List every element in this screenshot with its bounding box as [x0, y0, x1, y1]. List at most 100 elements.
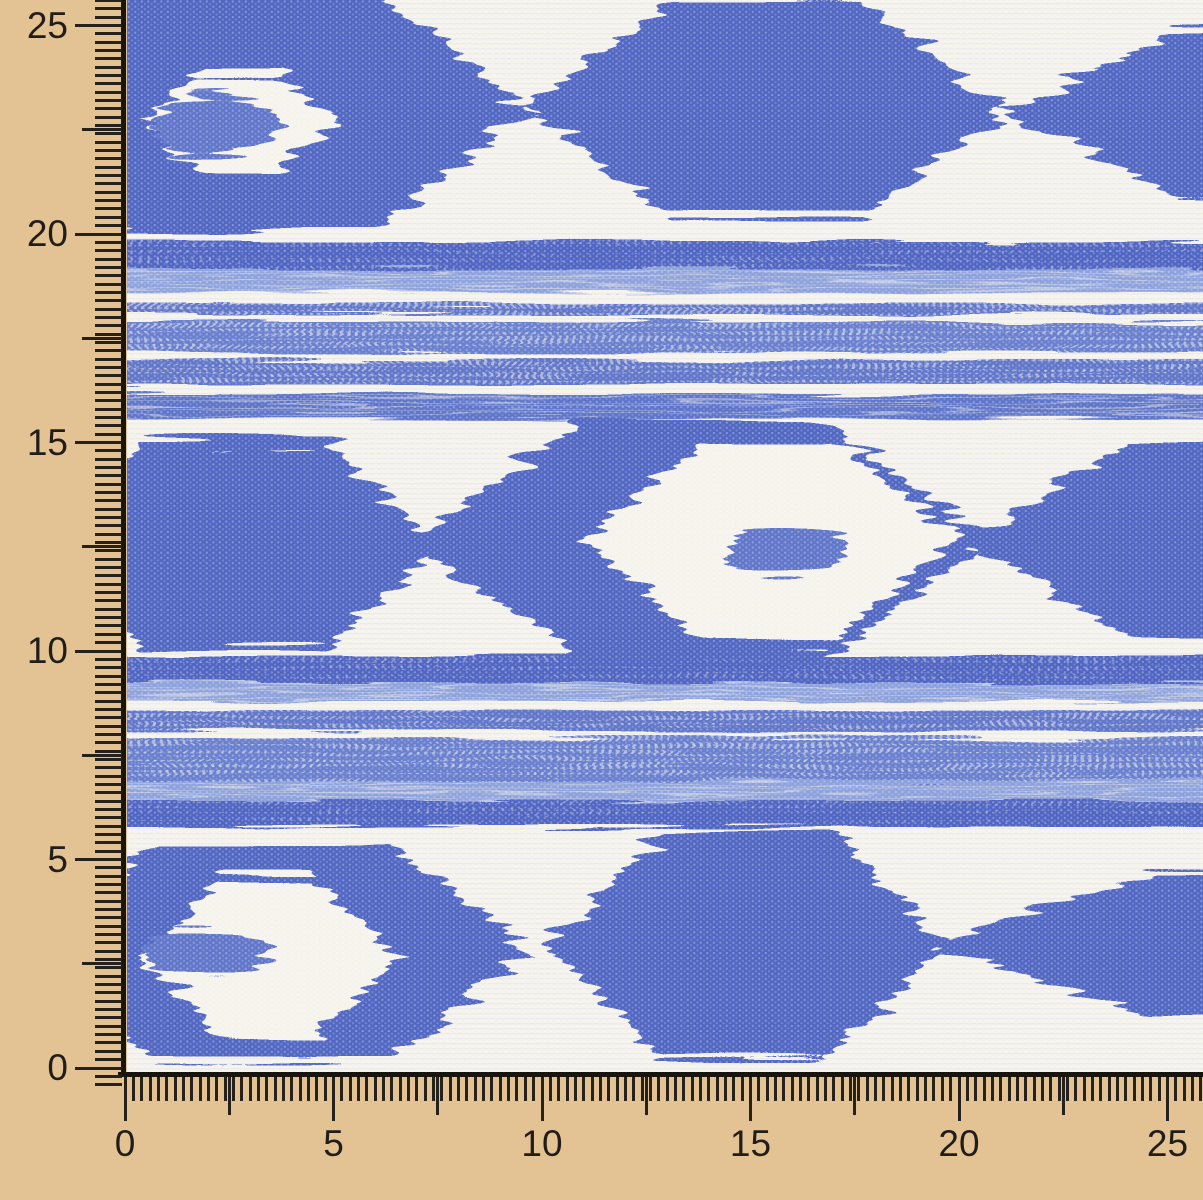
ruler-left-small-tick: [95, 140, 122, 144]
ruler-bottom-small-tick: [640, 1077, 644, 1101]
ruler-left-small-tick: [95, 32, 122, 36]
ruler-bottom-small-tick: [907, 1077, 911, 1101]
ruler-bottom-small-tick: [915, 1077, 919, 1101]
ruler-left-small-tick: [95, 357, 122, 361]
ruler-left-small-tick: [95, 632, 122, 636]
ruler-bottom-small-tick: [1174, 1077, 1178, 1101]
ruler-left-small-tick: [95, 107, 122, 111]
ruler-bottom-small-tick: [682, 1077, 686, 1101]
ruler-left-small-tick: [95, 274, 122, 278]
ruler-left-small-tick: [95, 674, 122, 678]
ruler-left-small-tick: [95, 866, 122, 870]
ruler-left-small-tick: [95, 557, 122, 561]
ruler-bottom-small-tick: [648, 1077, 652, 1101]
ruler-left-small-tick: [95, 507, 122, 511]
ruler-left-label: 10: [26, 630, 68, 671]
ruler-bottom-small-tick: [548, 1077, 552, 1101]
ruler-left-small-tick: [95, 399, 122, 403]
ruler-left-small-tick: [95, 682, 122, 686]
ruler-left-small-tick: [95, 457, 122, 461]
ruler-left-small-tick: [95, 74, 122, 78]
ruler-left-small-tick: [95, 607, 122, 611]
ruler-left-small-tick: [95, 415, 122, 419]
ruler-bottom-small-tick: [582, 1077, 586, 1101]
ruler-bottom-small-tick: [598, 1077, 602, 1101]
ruler-left-small-tick: [95, 924, 122, 928]
ruler-bottom-major-tick: [123, 1077, 127, 1121]
ruler-bottom-small-tick: [240, 1077, 244, 1101]
ruler-bottom-small-tick: [190, 1077, 194, 1101]
ruler-left-half-tick: [82, 336, 122, 340]
ruler-left-small-tick: [95, 40, 122, 44]
ruler-left-small-tick: [95, 908, 122, 912]
ruler-left-small-tick: [95, 474, 122, 478]
ruler-bottom-small-tick: [357, 1077, 361, 1101]
ruler-bottom-small-tick: [423, 1077, 427, 1101]
ruler-bottom-small-tick: [198, 1077, 202, 1101]
ruler-bottom-small-tick: [181, 1077, 185, 1101]
ruler-left-half-tick: [82, 962, 122, 966]
ruler-left-small-tick: [95, 657, 122, 661]
ruler-left-small-tick: [95, 966, 122, 970]
ruler-bottom-small-tick: [874, 1077, 878, 1101]
ruler-bottom-small-tick: [840, 1077, 844, 1101]
ruler-left-small-tick: [95, 824, 122, 828]
ruler-left-small-tick: [95, 516, 122, 520]
ruler-bottom-small-tick: [465, 1077, 469, 1101]
ruler-bottom-small-tick: [156, 1077, 160, 1101]
ruler-bottom-small-tick: [565, 1077, 569, 1101]
ruler-bottom-small-tick: [765, 1077, 769, 1101]
ruler-left-major-tick: [75, 441, 122, 444]
ruler-left-small-tick: [95, 707, 122, 711]
ruler-left-small-tick: [95, 215, 122, 219]
ruler-bottom-small-tick: [673, 1077, 677, 1101]
ruler-bottom-small-tick: [507, 1077, 511, 1101]
ruler-bottom-small-tick: [281, 1077, 285, 1101]
ruler-left-small-tick: [95, 149, 122, 153]
ruler-bottom-small-tick: [607, 1077, 611, 1101]
ruler-bottom-small-tick: [1040, 1077, 1044, 1101]
ruler-bottom-small-tick: [323, 1077, 327, 1101]
ruler-bottom-small-tick: [1182, 1077, 1186, 1101]
ruler-bottom-small-tick: [698, 1077, 702, 1101]
ruler-left-small-tick: [95, 15, 122, 19]
ruler-left-half-tick: [82, 545, 122, 549]
ruler-left-small-tick: [95, 832, 122, 836]
ruler-left-small-tick: [95, 382, 122, 386]
ruler-bottom-small-tick: [807, 1077, 811, 1101]
ruler-bottom-small-tick: [340, 1077, 344, 1101]
ruler-left-small-tick: [95, 99, 122, 103]
ruler-left-small-tick: [95, 791, 122, 795]
ruler-left-small-tick: [95, 1049, 122, 1053]
ruler-bottom-small-tick: [1049, 1077, 1053, 1101]
ruler-left-small-tick: [95, 249, 122, 253]
ruler-bottom-small-tick: [382, 1077, 386, 1101]
ruler-bottom-small-tick: [1015, 1077, 1019, 1101]
ruler-left-half-tick: [82, 128, 122, 132]
ruler-left-small-tick: [95, 282, 122, 286]
ruler-bottom-small-tick: [290, 1077, 294, 1101]
ruler-left-small-tick: [95, 57, 122, 61]
ruler-left-small-tick: [95, 732, 122, 736]
ruler-left-small-tick: [95, 115, 122, 119]
ruler-bottom-label: 20: [938, 1123, 980, 1164]
ruler-left-small-tick: [95, 82, 122, 86]
ruler-left-small-tick: [95, 466, 122, 470]
ruler-bottom-small-tick: [131, 1077, 135, 1101]
ruler-bottom-small-tick: [473, 1077, 477, 1101]
ruler-bottom-small-tick: [940, 1077, 944, 1101]
ruler-bottom-small-tick: [440, 1077, 444, 1101]
ruler-bottom-small-tick: [965, 1077, 969, 1101]
ruler-bottom-small-tick: [932, 1077, 936, 1101]
ruler-bottom-small-tick: [532, 1077, 536, 1101]
ruler-left-small-tick: [95, 324, 122, 328]
ruler-bottom-label: 5: [323, 1123, 344, 1164]
ruler-bottom-small-tick: [206, 1077, 210, 1101]
ruler-bottom-small-tick: [457, 1077, 461, 1101]
ruler-left-major-tick: [75, 24, 122, 27]
ruler-left-small-tick: [95, 849, 122, 853]
ruler-bottom-small-tick: [215, 1077, 219, 1101]
ruler-bottom-small-tick: [1157, 1077, 1161, 1101]
ruler-bottom-small-tick: [890, 1077, 894, 1101]
ruler-left-small-tick: [95, 716, 122, 720]
